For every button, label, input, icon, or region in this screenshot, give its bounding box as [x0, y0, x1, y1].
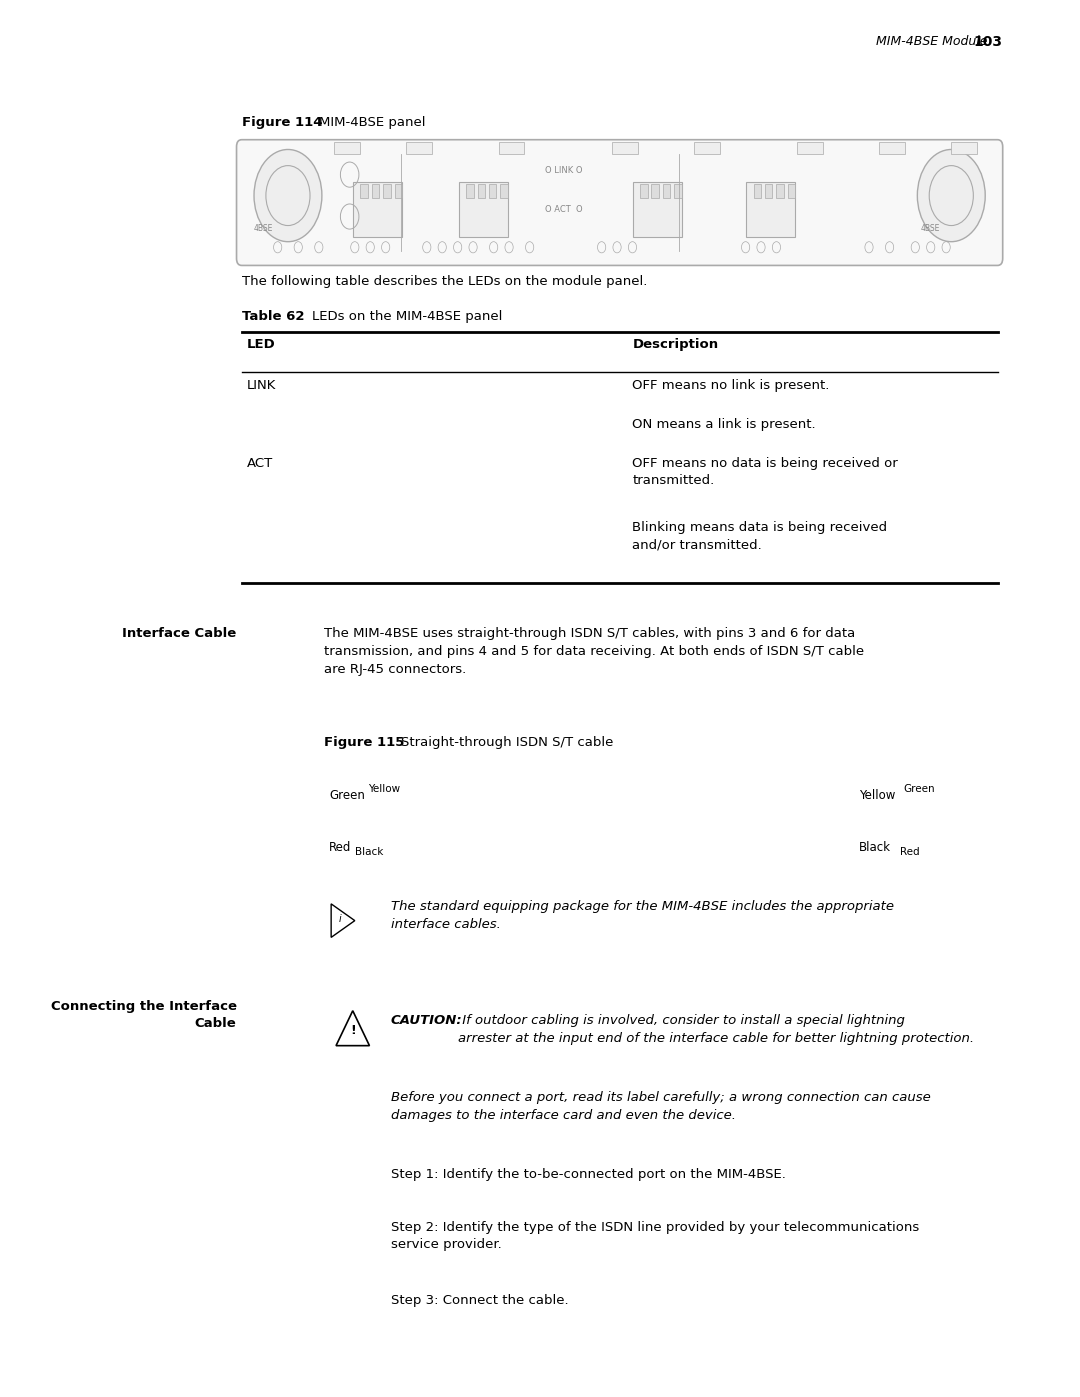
Bar — [951, 142, 977, 154]
Text: !: ! — [350, 1024, 355, 1038]
Bar — [383, 184, 391, 198]
Bar — [499, 142, 525, 154]
Circle shape — [254, 149, 322, 242]
Bar — [489, 184, 497, 198]
Circle shape — [917, 149, 985, 242]
Bar — [406, 142, 432, 154]
Text: Table 62: Table 62 — [242, 310, 305, 323]
Text: Description: Description — [633, 338, 718, 351]
Text: MIM-4BSE Module: MIM-4BSE Module — [876, 35, 987, 47]
Bar — [459, 182, 509, 237]
Text: Blinking means data is being received
and/or transmitted.: Blinking means data is being received an… — [633, 521, 888, 550]
Text: Black: Black — [355, 847, 383, 856]
Bar — [500, 184, 508, 198]
Text: The following table describes the LEDs on the module panel.: The following table describes the LEDs o… — [242, 275, 647, 288]
Bar — [612, 142, 637, 154]
Text: Green: Green — [903, 784, 934, 793]
Text: O LINK O: O LINK O — [545, 166, 583, 175]
Text: Figure 115: Figure 115 — [324, 736, 404, 749]
Text: LEDs on the MIM-4BSE panel: LEDs on the MIM-4BSE panel — [312, 310, 502, 323]
Text: Before you connect a port, read its label carefully; a wrong connection can caus: Before you connect a port, read its labe… — [391, 1091, 931, 1122]
Text: LED: LED — [247, 338, 275, 351]
Text: O ACT  O: O ACT O — [545, 205, 583, 214]
Bar — [334, 142, 360, 154]
Bar — [477, 184, 485, 198]
Bar — [777, 184, 784, 198]
Text: Red: Red — [329, 841, 351, 854]
Text: Red: Red — [900, 847, 919, 856]
Bar — [663, 184, 671, 198]
Bar — [353, 182, 403, 237]
Text: CAUTION:: CAUTION: — [391, 1014, 462, 1027]
Bar — [754, 184, 761, 198]
Text: Green: Green — [329, 789, 365, 802]
Text: OFF means no link is present.: OFF means no link is present. — [633, 379, 829, 391]
Text: Yellow: Yellow — [859, 789, 895, 802]
Text: 4BSE: 4BSE — [254, 225, 273, 233]
Text: OFF means no data is being received or
transmitted.: OFF means no data is being received or t… — [633, 457, 899, 486]
Text: 103: 103 — [974, 35, 1002, 49]
Text: Yellow: Yellow — [368, 784, 401, 793]
Text: Black: Black — [859, 841, 891, 854]
Text: If outdoor cabling is involved, consider to install a special lightning
arrester: If outdoor cabling is involved, consider… — [458, 1014, 974, 1045]
Bar — [797, 142, 823, 154]
Text: The MIM-4BSE uses straight-through ISDN S/T cables, with pins 3 and 6 for data
t: The MIM-4BSE uses straight-through ISDN … — [324, 627, 864, 676]
Bar — [879, 142, 905, 154]
Text: Step 2: Identify the type of the ISDN line provided by your telecommunications
s: Step 2: Identify the type of the ISDN li… — [391, 1221, 919, 1252]
Bar — [361, 184, 368, 198]
Bar — [640, 184, 648, 198]
Bar — [651, 184, 659, 198]
Bar — [746, 182, 796, 237]
Bar — [372, 184, 379, 198]
Bar — [467, 184, 474, 198]
Bar — [633, 182, 683, 237]
Text: LINK: LINK — [247, 379, 276, 391]
Text: Step 1: Identify the to-be-connected port on the MIM-4BSE.: Step 1: Identify the to-be-connected por… — [391, 1168, 785, 1180]
Text: Step 3: Connect the cable.: Step 3: Connect the cable. — [391, 1294, 568, 1306]
FancyBboxPatch shape — [237, 140, 1002, 265]
Text: 4BSE: 4BSE — [920, 225, 940, 233]
Text: i: i — [339, 914, 341, 925]
Bar — [694, 142, 720, 154]
Bar — [674, 184, 681, 198]
Text: Interface Cable: Interface Cable — [122, 627, 237, 640]
Text: Connecting the Interface
Cable: Connecting the Interface Cable — [51, 1000, 237, 1030]
Bar — [765, 184, 772, 198]
Text: ON means a link is present.: ON means a link is present. — [633, 418, 816, 430]
Text: Straight-through ISDN S/T cable: Straight-through ISDN S/T cable — [401, 736, 613, 749]
Text: MIM-4BSE panel: MIM-4BSE panel — [319, 116, 426, 129]
Text: ACT: ACT — [247, 457, 273, 469]
Bar — [787, 184, 795, 198]
Bar — [394, 184, 402, 198]
Text: The standard equipping package for the MIM-4BSE includes the appropriate
interfa: The standard equipping package for the M… — [391, 900, 894, 930]
Text: Figure 114: Figure 114 — [242, 116, 322, 129]
